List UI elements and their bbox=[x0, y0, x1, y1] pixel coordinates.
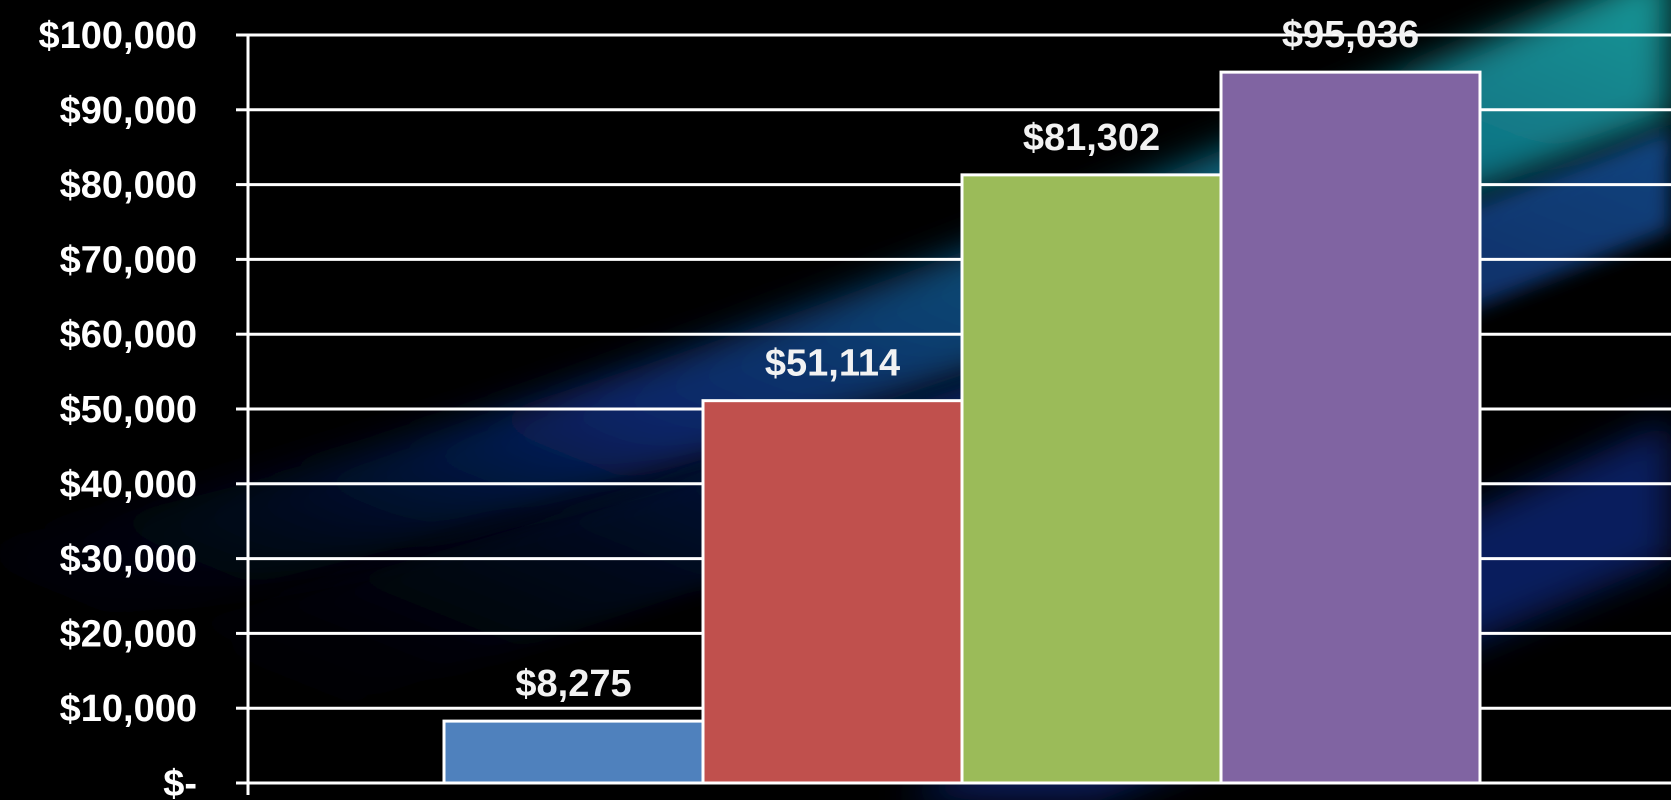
bar-data-label: $81,302 bbox=[1023, 117, 1160, 159]
bars bbox=[442, 70, 1482, 785]
y-axis bbox=[236, 33, 1671, 795]
bar-data-label: $51,114 bbox=[765, 343, 900, 385]
bar bbox=[701, 399, 964, 785]
y-tick-labels: $- $10,000 $20,000 $30,000 $40,000 $50,000 $60… bbox=[39, 15, 198, 800]
bar bbox=[960, 173, 1223, 785]
y-tick-label: $90,000 bbox=[60, 90, 197, 132]
bar-data-label: $95,036 bbox=[1282, 14, 1419, 56]
y-tick-label: $40,000 bbox=[60, 464, 197, 506]
y-tick-label: $10,000 bbox=[60, 688, 197, 730]
y-tick-label: $80,000 bbox=[60, 165, 197, 207]
bar bbox=[1219, 70, 1482, 785]
data-labels: $8,275 $51,114 $81,302 $95,036 bbox=[515, 14, 1419, 705]
y-tick-label: $30,000 bbox=[60, 539, 197, 581]
y-tick-label: $60,000 bbox=[60, 314, 197, 356]
y-tick-label: $50,000 bbox=[60, 389, 197, 431]
y-tick-label: $20,000 bbox=[60, 613, 197, 655]
y-tick-label: $- bbox=[163, 763, 197, 800]
y-tick-label: $100,000 bbox=[39, 15, 198, 57]
bar bbox=[442, 719, 705, 785]
y-tick-label: $70,000 bbox=[60, 239, 197, 281]
bar-data-label: $8,275 bbox=[515, 663, 631, 705]
